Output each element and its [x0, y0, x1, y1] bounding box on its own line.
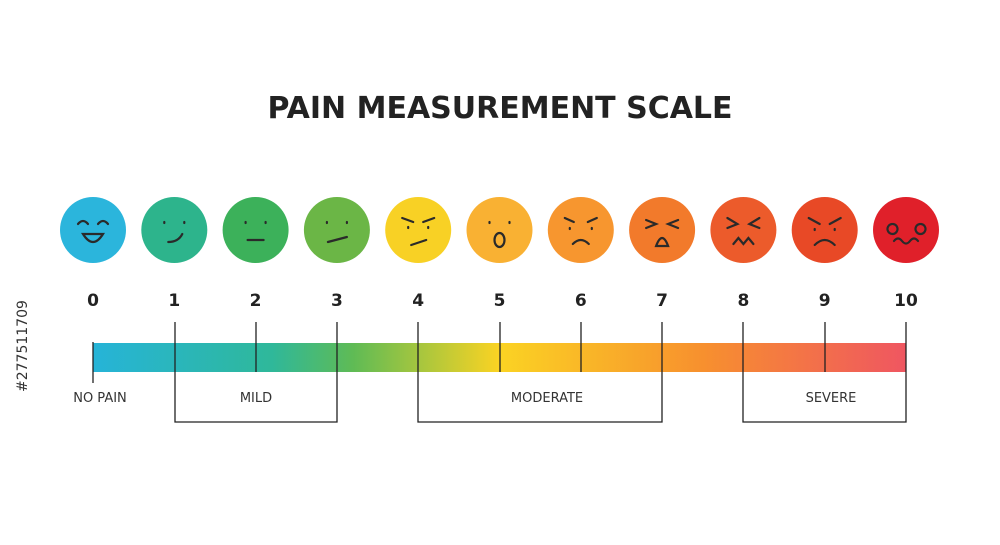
level-number: 7	[656, 291, 668, 311]
level-number: 3	[331, 291, 343, 311]
level-number: 0	[87, 291, 99, 311]
watermark: #277511709	[15, 300, 31, 392]
mild-bracket	[174, 322, 338, 423]
brackets	[92, 322, 907, 423]
title: PAIN MEASUREMENT SCALE	[267, 91, 732, 126]
face-features	[76, 219, 110, 244]
inner-ticks	[255, 322, 826, 372]
range-label: SEVERE	[806, 391, 857, 406]
moderate-bracket	[417, 322, 663, 423]
range-label: MODERATE	[511, 391, 583, 406]
face	[141, 197, 208, 263]
face	[222, 197, 289, 263]
face-features	[563, 216, 598, 246]
face	[303, 197, 370, 263]
face	[629, 197, 696, 263]
level-number: 4	[412, 291, 424, 311]
level-number: 10	[894, 291, 918, 311]
range-label: NO PAIN	[73, 391, 127, 406]
face-icon	[60, 197, 126, 263]
face-features	[726, 216, 761, 246]
severe-bracket	[742, 322, 907, 423]
face-features	[401, 216, 436, 247]
face-icon	[791, 197, 858, 263]
face	[385, 197, 452, 263]
face-icon	[303, 197, 370, 263]
face-icon	[385, 197, 452, 263]
face	[547, 197, 614, 263]
face	[791, 197, 858, 263]
level-number: 9	[819, 291, 831, 311]
face-features	[488, 220, 511, 249]
face-icon	[710, 197, 777, 263]
face-features	[244, 220, 267, 242]
face-icon	[547, 197, 614, 263]
face	[710, 197, 777, 263]
face-features	[644, 218, 680, 248]
face-features	[163, 220, 186, 244]
level-number: 1	[168, 291, 180, 311]
face-icon	[141, 197, 208, 263]
face-icon	[629, 197, 696, 263]
level-number: 2	[250, 291, 262, 311]
face-features	[325, 220, 348, 244]
face	[60, 197, 126, 263]
face-features	[886, 222, 927, 245]
face	[466, 197, 533, 263]
face-features	[807, 216, 842, 247]
level-number: 5	[494, 291, 506, 311]
level-number: 6	[575, 291, 587, 311]
face	[873, 197, 939, 263]
face-icon	[222, 197, 289, 263]
face-icon	[466, 197, 533, 263]
face-icon	[873, 197, 939, 263]
level-number: 8	[737, 291, 749, 311]
range-label: MILD	[240, 391, 272, 406]
